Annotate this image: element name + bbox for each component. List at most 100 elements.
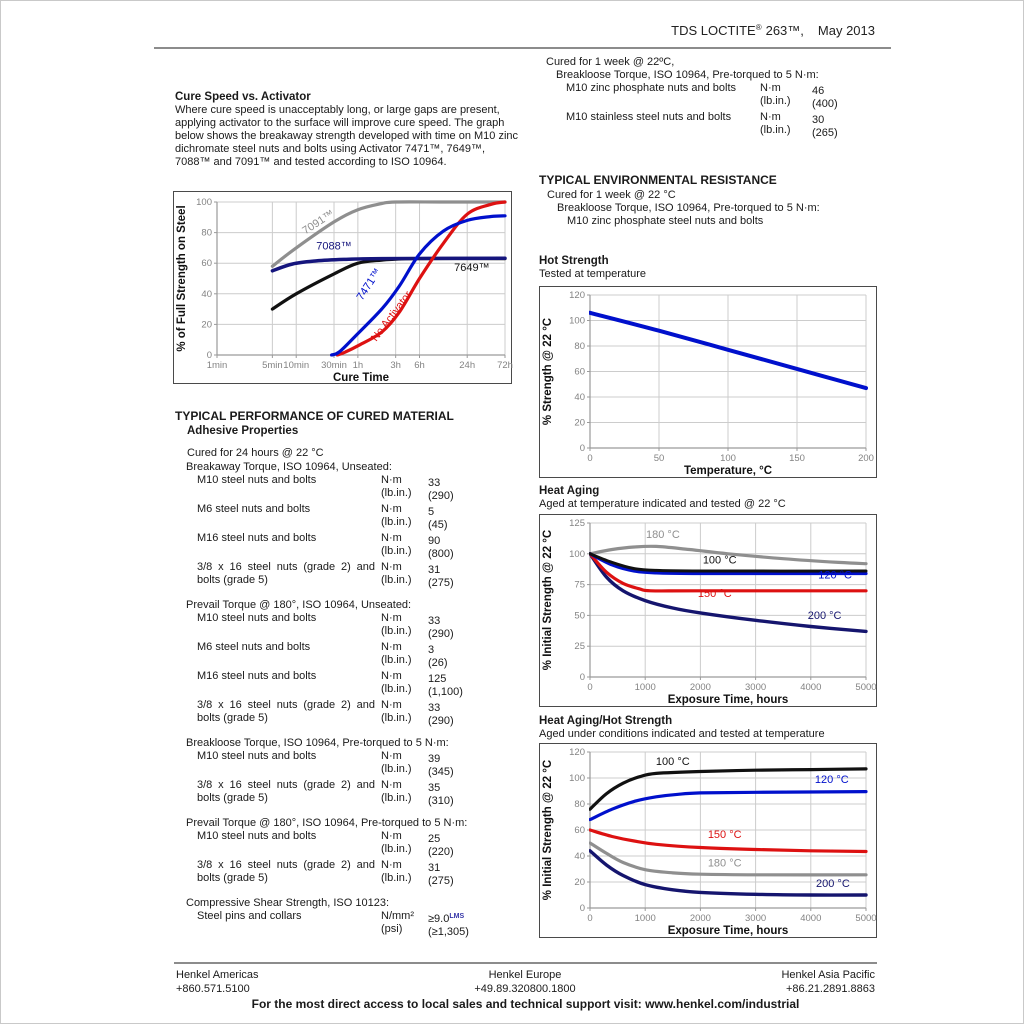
footer-europe: Henkel Europe +49.89.320800.1800 xyxy=(375,968,675,996)
spec-units: N·m (lb.in.) xyxy=(381,561,412,586)
svg-text:60: 60 xyxy=(574,825,585,836)
spec-units: N·m (lb.in.) xyxy=(760,111,791,136)
spec-label: M6 steel nuts and bolts xyxy=(197,503,311,515)
svg-text:20: 20 xyxy=(574,418,585,429)
cure-speed-body: Where cure speed is unacceptably long, o… xyxy=(175,104,519,168)
spec-units: N·m (lb.in.) xyxy=(760,82,791,107)
hot-strength-title: Hot Strength xyxy=(539,255,609,267)
page-title: TDS LOCTITE® 263™, May 2013 xyxy=(671,23,875,38)
spec-units: N·m (lb.in.) xyxy=(381,641,412,666)
hot-strength-heading: Hot Strength Tested at temperature xyxy=(539,255,879,281)
breakloose-week-block: Cured for 1 week @ 22ºC, Breakloose Torq… xyxy=(546,56,878,140)
svg-text:7649™: 7649™ xyxy=(454,262,489,274)
spec-units: N·m (lb.in.) xyxy=(381,503,412,528)
svg-text:2000: 2000 xyxy=(690,913,711,924)
svg-text:% of Full Strength on Steel: % of Full Strength on Steel xyxy=(176,205,188,351)
svg-text:% Initial Strength @ 22 °C: % Initial Strength @ 22 °C xyxy=(542,760,554,900)
footer-asia-pacific: Henkel Asia Pacific +86.21.2891.8863 xyxy=(781,968,875,996)
spec-label: M6 steel nuts and bolts xyxy=(197,641,311,653)
footer-region-name: Henkel Asia Pacific xyxy=(781,969,875,981)
svg-text:4000: 4000 xyxy=(800,913,821,924)
svg-text:120 °C: 120 °C xyxy=(815,774,849,786)
svg-text:0: 0 xyxy=(587,453,592,464)
svg-text:0: 0 xyxy=(580,903,585,914)
spec-units: N·m (lb.in.) xyxy=(381,750,412,775)
svg-text:20: 20 xyxy=(574,877,585,888)
spec-row: M6 steel nuts and bolts N·m (lb.in.) 3 (26… xyxy=(197,641,523,670)
svg-text:3000: 3000 xyxy=(745,913,766,924)
svg-text:5min: 5min xyxy=(262,360,283,371)
spec-row: 3/8 x 16 steel nuts (grade 2) and bolts … xyxy=(197,699,523,728)
svg-text:Temperature, °C: Temperature, °C xyxy=(684,465,772,477)
spec-row: M10 stainless steel nuts and bolts N·m (l… xyxy=(566,111,878,140)
spec-label: M10 zinc phosphate nuts and bolts xyxy=(566,82,737,94)
spec-label: 3/8 x 16 steel nuts (grade 2) and bolts … xyxy=(197,859,375,884)
svg-text:100: 100 xyxy=(569,316,585,327)
svg-text:1h: 1h xyxy=(353,360,364,371)
svg-text:60: 60 xyxy=(574,367,585,378)
spec-values: 125 (1,100) xyxy=(428,673,463,698)
spec-label: M10 steel nuts and bolts xyxy=(197,830,317,842)
header-rule xyxy=(154,47,891,49)
svg-text:75: 75 xyxy=(574,580,585,591)
section-compressive-shear: Compressive Shear Strength, ISO 10123: S… xyxy=(175,897,523,939)
section-prevail-unseated: Prevail Torque @ 180°, ISO 10964, Unseat… xyxy=(175,599,523,728)
section-heading: Compressive Shear Strength, ISO 10123: xyxy=(186,897,389,909)
section-rows: M10 steel nuts and bolts N·m (lb.in.) 25(… xyxy=(197,830,523,888)
svg-text:120: 120 xyxy=(569,290,585,301)
svg-text:180 °C: 180 °C xyxy=(646,529,680,541)
heat-aging-heading: Heat Aging Aged at temperature indicated… xyxy=(539,485,879,511)
svg-text:0: 0 xyxy=(207,350,212,361)
section-heading: Prevail Torque @ 180°, ISO 10964, Unseat… xyxy=(186,599,412,611)
spec-values: 46 (400) xyxy=(812,85,838,110)
breakloose-week-rows: M10 zinc phosphate nuts and bolts N·m (lb… xyxy=(566,82,878,140)
spec-values: 90 (800) xyxy=(428,535,454,560)
heat-aging-hot-strength-chart: 0 1000 2000 3000 4000 5000 0 20 40 60 80 100 120 100 … xyxy=(539,743,877,938)
svg-text:4000: 4000 xyxy=(800,682,821,693)
environmental-resistance-title: TYPICAL ENVIRONMENTAL RESISTANCE xyxy=(539,173,777,187)
heat-aging-subtitle: Aged at temperature indicated and tested… xyxy=(539,498,786,510)
heat-aging-hot-heading: Heat Aging/Hot Strength Aged under condi… xyxy=(539,715,879,741)
svg-text:120: 120 xyxy=(569,747,585,758)
spec-row: M10 steel nuts and bolts N·m (lb.in.) 33(… xyxy=(197,612,523,641)
hot-strength-chart: 0 50 100 150 200 0 20 40 60 80 100 120 Temperature, … xyxy=(539,286,877,478)
svg-text:25: 25 xyxy=(574,641,585,652)
section-heading: Prevail Torque @ 180°, ISO 10964, Pre-to… xyxy=(186,817,468,829)
spec-label: M10 steel nuts and bolts xyxy=(197,474,317,486)
spec-row: M16 steel nuts and bolts N·m (lb.in.) 90(… xyxy=(197,532,523,561)
svg-text:100 °C: 100 °C xyxy=(703,555,737,567)
heat-aging-chart: 0 1000 2000 3000 4000 5000 0 25 50 75 100 125 180 °C… xyxy=(539,514,877,707)
svg-text:50: 50 xyxy=(574,610,585,621)
spec-label: 3/8 x 16 steel nuts (grade 2) and bolts … xyxy=(197,699,375,724)
svg-text:0: 0 xyxy=(587,682,592,693)
cured-24h-line: Cured for 24 hours @ 22 °C xyxy=(187,447,324,459)
environmental-resistance-section: TYPICAL ENVIRONMENTAL RESISTANCE Cured f… xyxy=(539,173,879,228)
svg-text:0: 0 xyxy=(580,443,585,454)
svg-text:% Strength @ 22 °C: % Strength @ 22 °C xyxy=(542,318,554,425)
footer-tagline: For the most direct access to local sale… xyxy=(251,997,800,1011)
spec-row: M10 steel nuts and bolts N·m (lb.in.) 33(… xyxy=(197,474,523,503)
svg-text:150 °C: 150 °C xyxy=(698,588,732,600)
spec-values: 30 (265) xyxy=(812,114,838,139)
spec-label: M16 steel nuts and bolts xyxy=(197,670,317,682)
footer-region-name: Henkel Europe xyxy=(488,969,562,981)
svg-text:100: 100 xyxy=(196,197,212,208)
svg-text:200 °C: 200 °C xyxy=(816,878,850,890)
svg-text:200: 200 xyxy=(858,453,874,464)
env-cured-line: Cured for 1 week @ 22 °C xyxy=(547,189,676,201)
test-method-line: Breakloose Torque, ISO 10964, Pre-torque… xyxy=(556,69,819,81)
env-method-line: Breakloose Torque, ISO 10964, Pre-torque… xyxy=(557,202,820,214)
spec-units: N·m (lb.in.) xyxy=(381,699,412,724)
svg-text:0: 0 xyxy=(580,672,585,683)
footer-rule xyxy=(174,962,877,964)
hot-strength-subtitle: Tested at temperature xyxy=(539,268,647,280)
spec-row: 3/8 x 16 steel nuts (grade 2) and bolts … xyxy=(197,561,523,590)
cure-speed-title: Cure Speed vs. Activator xyxy=(175,91,311,103)
product-number: 263™, xyxy=(765,23,804,38)
spec-values: 31 (275) xyxy=(428,862,454,887)
spec-values: 39 (345) xyxy=(428,753,454,778)
svg-text:40: 40 xyxy=(574,392,585,403)
spec-units: N·m (lb.in.) xyxy=(381,532,412,557)
spec-label: M10 stainless steel nuts and bolts xyxy=(566,111,732,123)
heat-aging-title: Heat Aging xyxy=(539,485,600,497)
